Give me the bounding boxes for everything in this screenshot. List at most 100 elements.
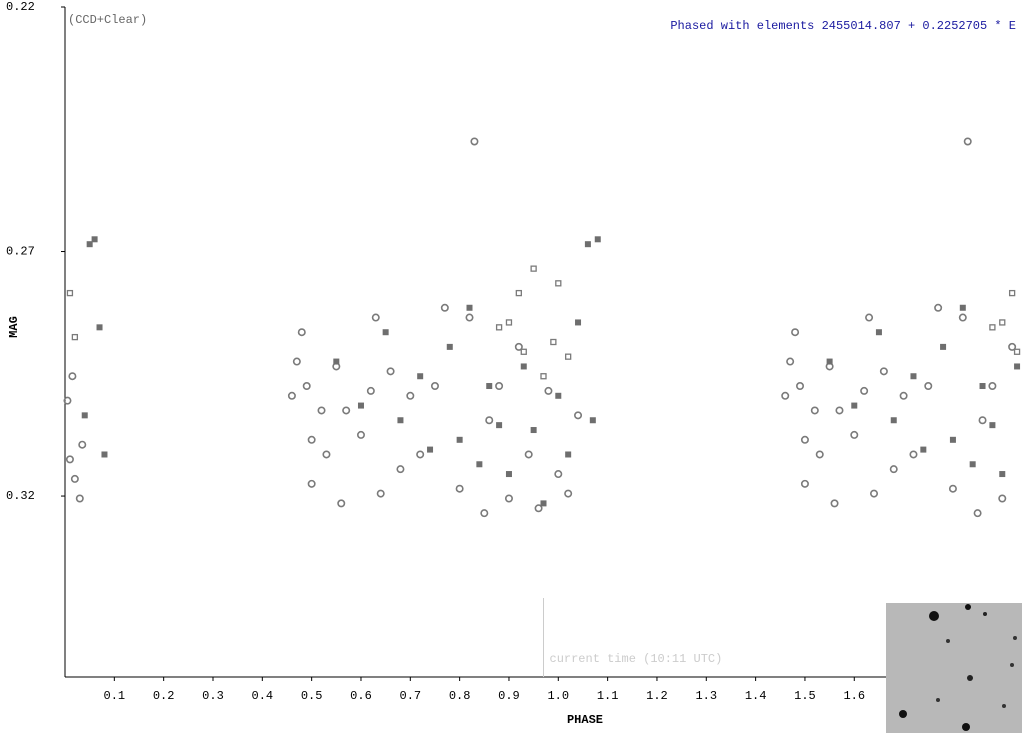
point xyxy=(96,324,103,331)
point xyxy=(357,402,364,409)
point xyxy=(386,367,395,376)
point xyxy=(815,450,824,459)
point xyxy=(948,484,957,493)
point xyxy=(835,406,844,415)
point xyxy=(396,465,405,474)
point xyxy=(909,450,918,459)
point xyxy=(899,391,908,400)
point xyxy=(791,328,800,337)
point xyxy=(505,471,512,478)
point xyxy=(91,236,98,243)
point xyxy=(75,494,84,503)
point xyxy=(466,304,473,311)
point xyxy=(356,430,365,439)
point xyxy=(910,373,917,380)
point xyxy=(515,289,522,297)
point xyxy=(505,319,513,326)
x-tick-label: 1.6 xyxy=(843,689,865,703)
point xyxy=(969,461,976,468)
point xyxy=(66,289,74,297)
point xyxy=(826,358,833,365)
point xyxy=(575,319,582,326)
point xyxy=(879,367,888,376)
point xyxy=(850,430,859,439)
point xyxy=(455,484,464,493)
point xyxy=(1008,342,1017,351)
point xyxy=(446,343,453,350)
x-tick-label: 0.8 xyxy=(449,689,471,703)
point xyxy=(101,451,108,458)
point xyxy=(860,386,869,395)
point xyxy=(875,329,882,336)
point xyxy=(540,373,547,380)
point xyxy=(949,436,956,443)
point xyxy=(476,461,483,468)
point xyxy=(63,396,72,405)
point xyxy=(78,440,87,449)
x-tick-label: 1.1 xyxy=(597,689,619,703)
x-tick-label: 0.6 xyxy=(350,689,372,703)
point xyxy=(999,471,1006,478)
point xyxy=(810,406,819,415)
x-tick-label: 1.4 xyxy=(745,689,767,703)
x-tick-label: 0.2 xyxy=(153,689,175,703)
point xyxy=(786,357,795,366)
point xyxy=(1014,363,1021,370)
point xyxy=(485,416,494,425)
point xyxy=(565,451,572,458)
point xyxy=(342,406,351,415)
point xyxy=(292,357,301,366)
point xyxy=(555,280,562,287)
point xyxy=(465,313,474,322)
x-axis-label: PHASE xyxy=(567,713,603,727)
point xyxy=(406,391,415,400)
point xyxy=(81,412,88,419)
point xyxy=(565,353,572,360)
point xyxy=(978,416,987,425)
point xyxy=(540,500,547,507)
point xyxy=(70,474,79,483)
point xyxy=(307,479,316,488)
point xyxy=(530,427,537,434)
point xyxy=(302,382,311,391)
point xyxy=(456,436,463,443)
point xyxy=(800,435,809,444)
x-tick-label: 1.5 xyxy=(794,689,816,703)
point xyxy=(520,348,527,355)
point xyxy=(870,489,879,498)
point xyxy=(514,342,523,351)
point xyxy=(287,391,296,400)
point xyxy=(594,236,601,243)
point xyxy=(920,446,927,453)
point xyxy=(440,303,449,312)
point xyxy=(959,304,966,311)
point xyxy=(397,417,404,424)
y-tick-label: 0.32 xyxy=(6,489,35,503)
point xyxy=(963,137,972,146)
x-tick-label: 0.1 xyxy=(104,689,126,703)
chart-title: Phased with elements 2455014.807 + 0.225… xyxy=(670,19,1016,33)
x-tick-label: 1.0 xyxy=(547,689,569,703)
point xyxy=(520,363,527,370)
point xyxy=(297,328,306,337)
point xyxy=(973,509,982,518)
point xyxy=(366,386,375,395)
point xyxy=(989,324,996,331)
point xyxy=(1013,348,1021,355)
current-time-label: current time (10:11 UTC) xyxy=(550,652,723,666)
x-tick-label: 0.4 xyxy=(252,689,274,703)
point xyxy=(470,137,479,146)
point xyxy=(890,417,897,424)
point xyxy=(979,383,986,390)
x-tick-label: 0.5 xyxy=(301,689,323,703)
point xyxy=(504,494,513,503)
point xyxy=(574,411,583,420)
point xyxy=(307,435,316,444)
point xyxy=(427,446,434,453)
point xyxy=(376,489,385,498)
point xyxy=(1008,289,1016,297)
point xyxy=(989,422,996,429)
point xyxy=(550,338,557,346)
